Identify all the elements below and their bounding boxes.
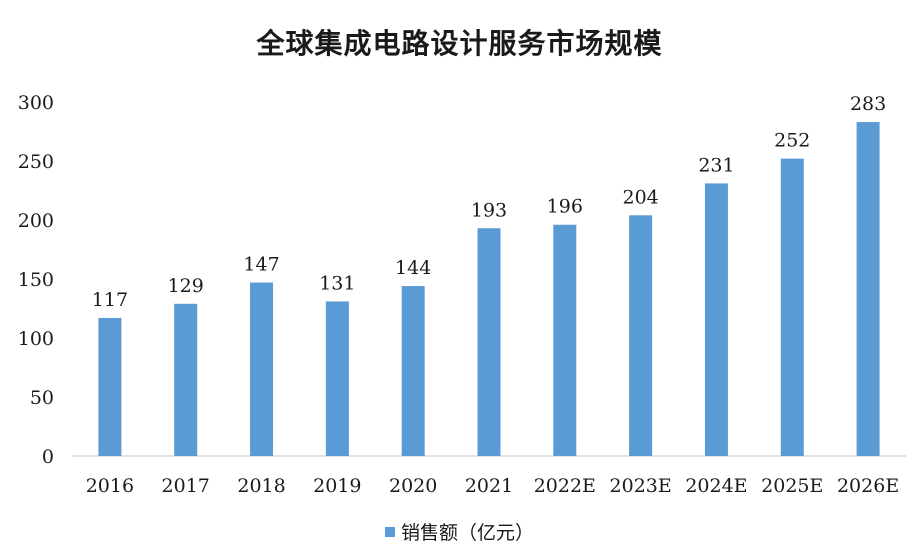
y-tick-label: 200 bbox=[18, 210, 54, 232]
x-tick-label: 2023E bbox=[610, 475, 672, 497]
y-tick-label: 300 bbox=[18, 92, 54, 114]
bar bbox=[250, 282, 274, 456]
legend-label: 销售额（亿元） bbox=[400, 522, 534, 544]
data-label: 144 bbox=[395, 257, 431, 279]
bar bbox=[780, 158, 804, 456]
data-label: 193 bbox=[471, 199, 507, 221]
data-label: 283 bbox=[850, 93, 886, 115]
data-label: 129 bbox=[168, 275, 204, 297]
legend-swatch bbox=[384, 527, 395, 537]
x-tick-label: 2018 bbox=[237, 475, 285, 497]
bar-series: 117 129 147 131 144 193 196 204 231 252 283 bbox=[92, 93, 886, 457]
bar bbox=[401, 286, 425, 456]
bar bbox=[553, 224, 577, 456]
bar bbox=[704, 183, 728, 457]
data-label: 204 bbox=[623, 186, 659, 208]
data-label: 117 bbox=[92, 289, 128, 311]
x-tick-label: 2019 bbox=[313, 475, 361, 497]
x-tick-label: 2025E bbox=[761, 475, 823, 497]
y-tick-label: 50 bbox=[30, 387, 54, 409]
bar bbox=[174, 303, 198, 456]
x-tick-label: 2022E bbox=[534, 475, 596, 497]
x-tick-label: 2017 bbox=[162, 475, 210, 497]
bar bbox=[325, 301, 349, 456]
data-label: 231 bbox=[698, 154, 734, 176]
data-label: 147 bbox=[243, 254, 279, 276]
y-tick-label: 100 bbox=[18, 328, 54, 350]
bar bbox=[629, 215, 653, 456]
x-tick-label: 2026E bbox=[837, 475, 899, 497]
x-axis: 2016 2017 2018 2019 2020 2021 2022E 2023E 2024E 2… bbox=[86, 475, 899, 497]
y-axis: 0 50 100 150 200 250 300 bbox=[18, 92, 54, 468]
x-tick-label: 2016 bbox=[86, 475, 134, 497]
legend: 销售额（亿元） bbox=[0, 518, 919, 545]
data-label: 131 bbox=[319, 272, 355, 294]
y-tick-label: 150 bbox=[18, 269, 54, 291]
x-tick-label: 2024E bbox=[685, 475, 747, 497]
bar bbox=[477, 228, 501, 456]
x-tick-label: 2020 bbox=[389, 475, 437, 497]
bar bbox=[98, 317, 122, 456]
x-tick-label: 2021 bbox=[465, 475, 513, 497]
data-label: 196 bbox=[547, 196, 583, 218]
data-label: 252 bbox=[774, 130, 810, 152]
y-tick-label: 0 bbox=[42, 446, 54, 468]
chart-title: 全球集成电路设计服务市场规模 bbox=[256, 27, 663, 60]
bar bbox=[856, 122, 880, 456]
y-tick-label: 250 bbox=[18, 151, 54, 173]
